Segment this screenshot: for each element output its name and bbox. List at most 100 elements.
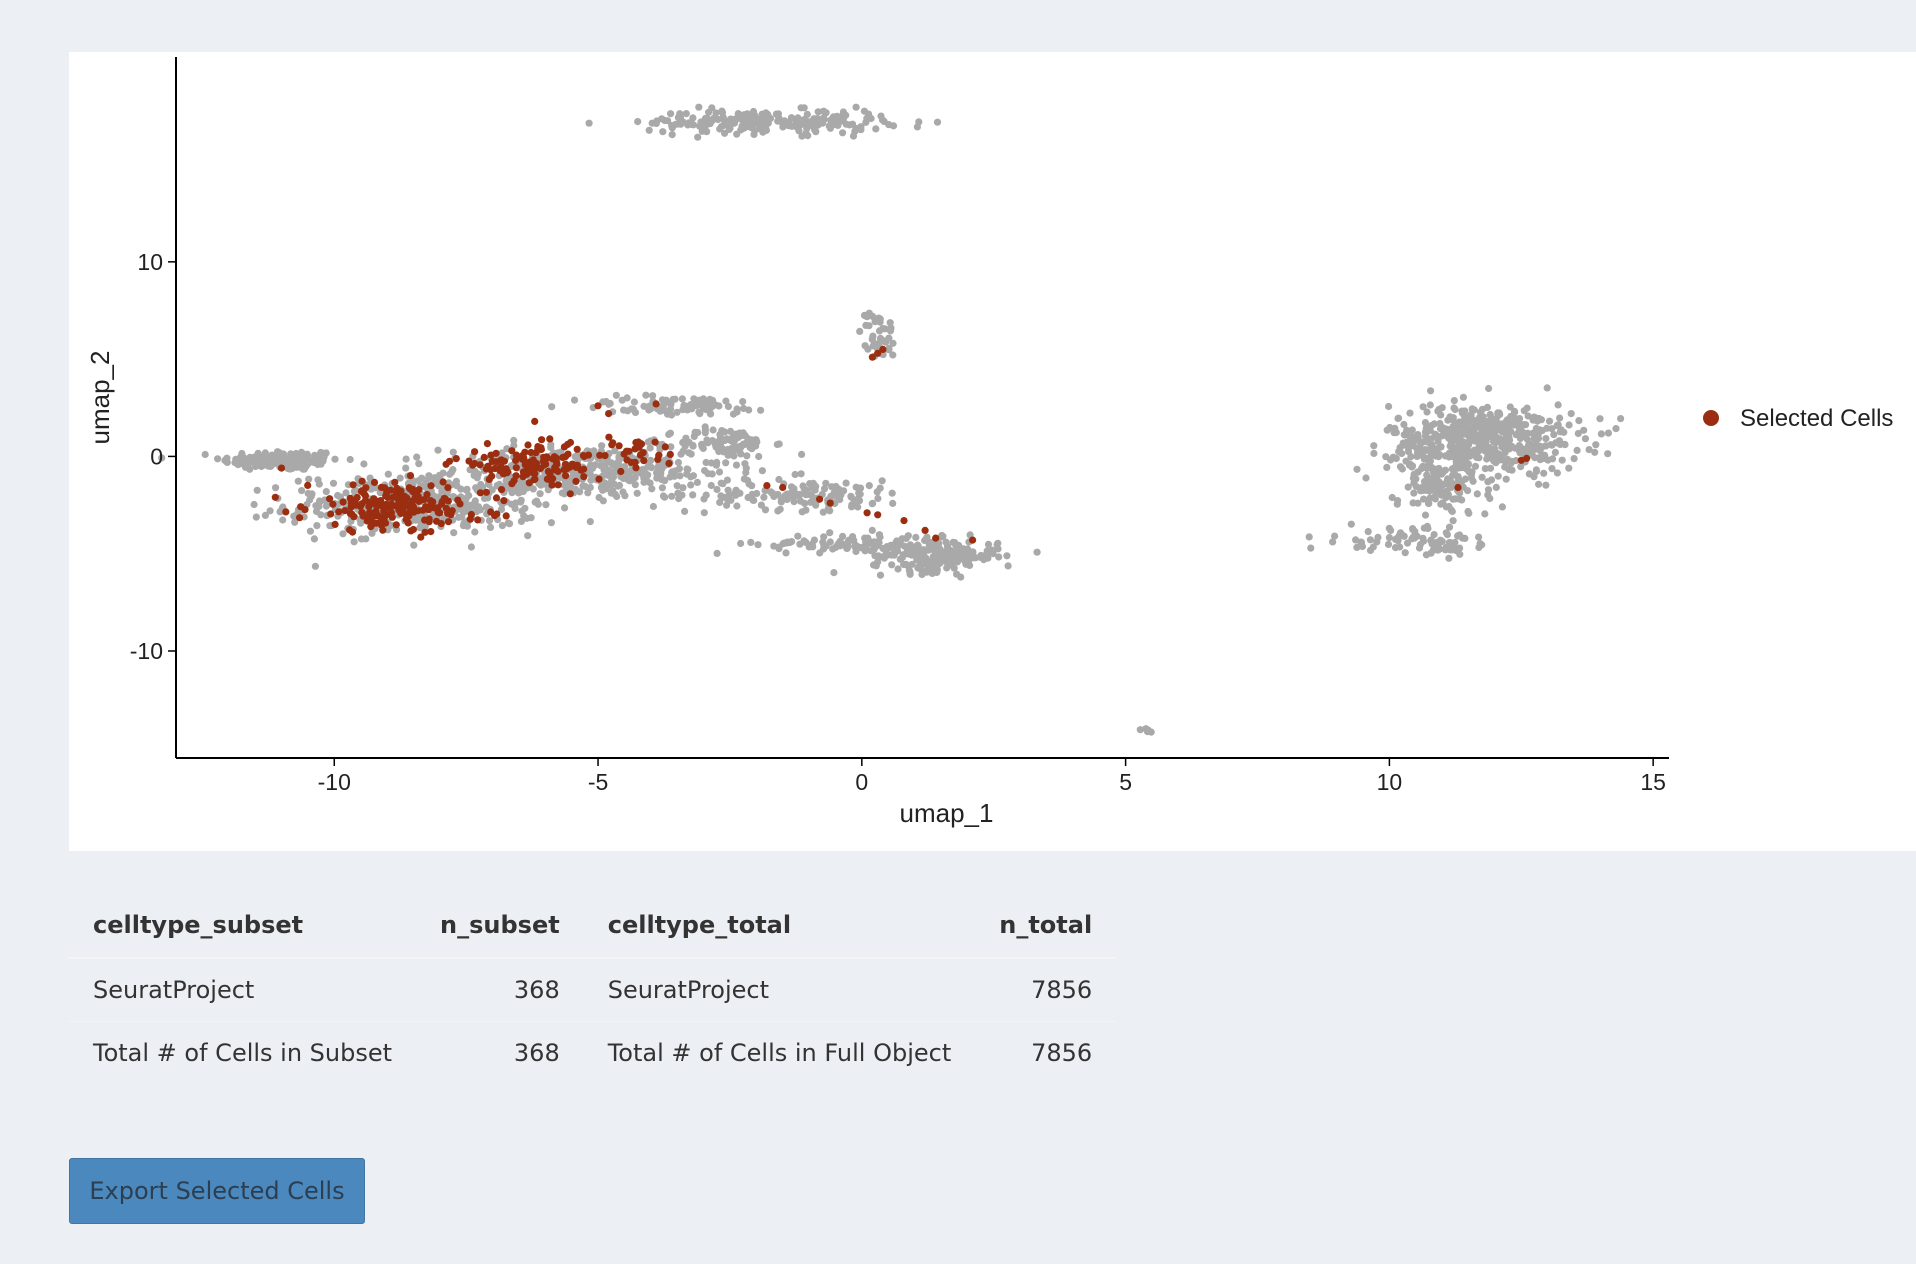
cell-point bbox=[848, 120, 857, 128]
cell-point bbox=[964, 545, 972, 553]
cell-point bbox=[1596, 415, 1604, 423]
export-selected-cells-button[interactable]: Export Selected Cells bbox=[69, 1158, 365, 1224]
selected-cell-point bbox=[476, 489, 484, 497]
selected-cell-point bbox=[365, 503, 373, 511]
cell-point bbox=[515, 489, 523, 497]
cell-point bbox=[700, 509, 708, 517]
cell-point bbox=[1401, 549, 1409, 557]
cell-point bbox=[304, 460, 312, 468]
cell-point bbox=[723, 119, 731, 127]
selected-cell-point bbox=[380, 484, 389, 492]
cell-point bbox=[733, 502, 741, 510]
selected-cell-point bbox=[454, 496, 462, 504]
selected-cell-point bbox=[601, 452, 609, 460]
cell-point bbox=[742, 464, 750, 472]
cell-point bbox=[1436, 545, 1444, 553]
cell-point bbox=[769, 489, 777, 498]
cell-point bbox=[1573, 446, 1581, 454]
cell-point bbox=[1567, 410, 1575, 418]
cell-point bbox=[933, 565, 941, 574]
cell-point bbox=[1531, 413, 1539, 422]
selected-cell-point bbox=[531, 460, 539, 468]
cell-point bbox=[708, 470, 716, 478]
selected-cell-point bbox=[969, 536, 977, 544]
cell-point bbox=[757, 501, 766, 509]
selected-cell-point bbox=[488, 457, 496, 465]
cell-point bbox=[1432, 489, 1440, 497]
selected-cell-point bbox=[550, 453, 558, 461]
cell-point bbox=[529, 485, 537, 493]
cell-point bbox=[446, 470, 454, 478]
cell-point bbox=[876, 334, 885, 342]
selected-cell-point bbox=[414, 496, 422, 504]
cell-point bbox=[820, 485, 829, 493]
cell-point bbox=[846, 536, 855, 544]
cell-point bbox=[1418, 438, 1426, 446]
cell-point bbox=[1430, 420, 1438, 428]
cell-point bbox=[667, 443, 675, 451]
selected-cell-point bbox=[382, 512, 390, 520]
cell-point bbox=[914, 564, 922, 572]
cell-point bbox=[607, 459, 615, 467]
cell-point bbox=[631, 481, 639, 489]
selected-cell-point bbox=[356, 502, 364, 511]
selected-cell-point bbox=[530, 476, 538, 484]
cell-point bbox=[1352, 536, 1360, 544]
selected-cell-point bbox=[370, 478, 379, 486]
cell-point bbox=[745, 123, 753, 131]
cell-point bbox=[1366, 546, 1375, 554]
cell-point bbox=[980, 556, 988, 564]
y-tick-label: -10 bbox=[130, 638, 163, 664]
cell-point bbox=[668, 131, 676, 139]
cell-point bbox=[1392, 454, 1400, 462]
selected-cell-point bbox=[397, 487, 405, 495]
cell-point bbox=[1485, 384, 1493, 393]
cell-point bbox=[664, 117, 672, 125]
cell-point bbox=[1494, 409, 1502, 417]
cell-point bbox=[630, 398, 639, 406]
cell-point bbox=[798, 450, 806, 458]
cell-point bbox=[1142, 725, 1150, 733]
cell-point bbox=[847, 492, 855, 500]
cell-point bbox=[1396, 543, 1404, 551]
cell-point bbox=[1410, 438, 1418, 446]
cell-point bbox=[947, 561, 955, 569]
selected-cell-point bbox=[277, 464, 286, 472]
cell-point bbox=[1483, 423, 1491, 431]
cell-point bbox=[253, 486, 261, 494]
cell-point bbox=[1530, 435, 1538, 443]
cell-point bbox=[462, 500, 470, 508]
cell-point bbox=[1421, 511, 1430, 519]
cell-point bbox=[1450, 397, 1458, 405]
cell-point bbox=[898, 553, 907, 562]
selected-cell-point bbox=[874, 349, 882, 357]
cell-point bbox=[726, 427, 735, 435]
cell-point bbox=[666, 473, 674, 481]
cell-point bbox=[1364, 528, 1372, 536]
cell-point bbox=[912, 533, 920, 541]
cell-point bbox=[1427, 387, 1435, 395]
cell-point bbox=[699, 395, 708, 403]
selected-cell-point bbox=[409, 497, 417, 505]
cell-point bbox=[303, 450, 311, 458]
selected-cell-point bbox=[520, 454, 528, 462]
cell-point bbox=[714, 115, 722, 124]
cell-point bbox=[890, 551, 898, 559]
selected-cell-point bbox=[508, 480, 516, 488]
cell-point bbox=[748, 482, 756, 490]
cell-point bbox=[903, 548, 911, 556]
cell-point bbox=[791, 470, 799, 479]
cell-point bbox=[1565, 464, 1573, 472]
cell-point bbox=[317, 511, 325, 519]
cell-point bbox=[306, 527, 314, 535]
cell-point bbox=[904, 532, 912, 540]
cell-point bbox=[1510, 421, 1519, 429]
cell-point bbox=[621, 463, 629, 471]
cell-point bbox=[718, 427, 726, 435]
selected-cell-point bbox=[617, 467, 625, 476]
cell-point bbox=[1420, 455, 1428, 463]
cell-point bbox=[1561, 441, 1569, 449]
cell-point bbox=[889, 339, 897, 347]
cell-point bbox=[951, 539, 959, 547]
cell-point bbox=[1486, 432, 1494, 441]
